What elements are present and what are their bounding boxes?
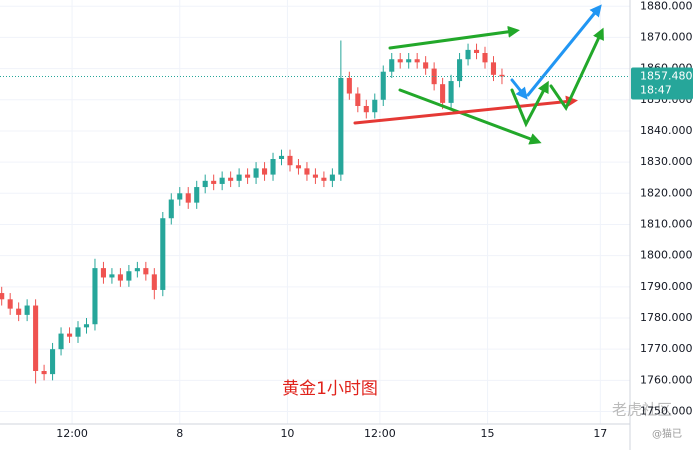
x-tick-label: 12:00 (56, 427, 88, 440)
grid (0, 0, 630, 424)
candle-body (473, 49, 480, 53)
candle-body (41, 371, 47, 375)
y-tick-label: 1780.000 (640, 311, 693, 324)
last-price-box (631, 67, 693, 100)
candle-body (414, 59, 420, 63)
y-tick-label: 1760.000 (640, 373, 693, 386)
candle-body (338, 77, 344, 175)
candle-body (134, 268, 140, 272)
candle-body (160, 218, 166, 290)
candle-body (406, 59, 412, 63)
candle-body (321, 177, 327, 181)
y-tick-label: 1870.000 (640, 30, 693, 43)
candle-body (177, 193, 183, 200)
candle-body (312, 174, 318, 178)
candle-body (431, 68, 437, 85)
y-tick-label: 1880.000 (640, 0, 693, 12)
candle-body (228, 177, 234, 181)
arrow (510, 80, 549, 128)
x-tick-label: 17 (593, 427, 607, 440)
candle-body (151, 274, 157, 290)
candle-body (262, 168, 268, 175)
candle-body (219, 177, 225, 184)
candle-body (24, 305, 30, 315)
candle-body (50, 349, 56, 375)
arrow (388, 25, 520, 50)
candle-body (202, 180, 208, 188)
candle-body (304, 168, 310, 175)
y-tick-label: 1800.000 (640, 249, 693, 262)
candle-body (440, 84, 446, 103)
y-tick-label: 1770.000 (640, 342, 693, 355)
arrow (398, 88, 542, 145)
candle-body (143, 268, 149, 275)
arrow (353, 95, 578, 125)
candle-body (33, 305, 39, 371)
countdown: 18:47 (640, 83, 672, 96)
y-tick-label: 1840.000 (640, 124, 693, 137)
candle-body (278, 155, 285, 159)
candle-body (0, 293, 5, 300)
last-price-label: 1857.480 (640, 69, 693, 82)
x-tick-label: 10 (280, 427, 294, 440)
x-tick-label: 8 (176, 427, 183, 440)
author: @猫已 (652, 427, 682, 440)
y-tick-label: 1810.000 (640, 217, 693, 230)
candle-body (448, 81, 454, 103)
x-tick-label: 12:00 (364, 427, 396, 440)
candle-body (363, 106, 369, 113)
candle-body (355, 93, 361, 106)
candle-body (100, 268, 106, 278)
y-tick-label: 1790.000 (640, 280, 693, 293)
candle-body (346, 77, 352, 94)
candle-body (490, 62, 497, 75)
candle-body (499, 74, 505, 77)
candle-body (109, 274, 115, 278)
candle-body (236, 174, 242, 181)
candle-body (168, 199, 174, 219)
candle-body (295, 165, 302, 169)
arrow (549, 27, 604, 112)
y-tick-label: 1820.000 (640, 186, 693, 199)
candle-body (126, 271, 132, 281)
candle-body (457, 59, 463, 82)
candle-body (329, 174, 335, 181)
candle-body (75, 327, 81, 337)
y-tick-label: 1830.000 (640, 155, 693, 168)
candle-body (389, 59, 395, 72)
y-tick-label: 1750.000 (640, 405, 693, 418)
candle-body (253, 168, 259, 178)
candle-body (287, 155, 293, 166)
candle-body (465, 49, 471, 60)
candle-body (372, 99, 378, 113)
candle-body (211, 180, 217, 184)
candle-body (58, 333, 64, 350)
candles (0, 40, 505, 384)
arrow (510, 78, 528, 100)
caption: 黄金1小时图 (282, 379, 378, 399)
candle-body (7, 299, 13, 309)
candle-body (245, 174, 251, 178)
watermark: 老虎社区 (612, 401, 672, 419)
candle-body (397, 59, 403, 63)
candle-body (423, 62, 429, 69)
candle-body (380, 71, 386, 100)
x-tick-label: 15 (481, 427, 495, 440)
candle-body (270, 159, 276, 175)
candle-body (66, 333, 73, 337)
candle-body (92, 268, 98, 325)
candle-body (482, 53, 488, 63)
candle-body (194, 187, 200, 203)
candle-body (117, 274, 123, 281)
annotations (353, 4, 604, 145)
candle-body (16, 308, 22, 315)
candle-body (83, 324, 90, 328)
candle-body (185, 193, 191, 203)
arrow (526, 4, 602, 97)
